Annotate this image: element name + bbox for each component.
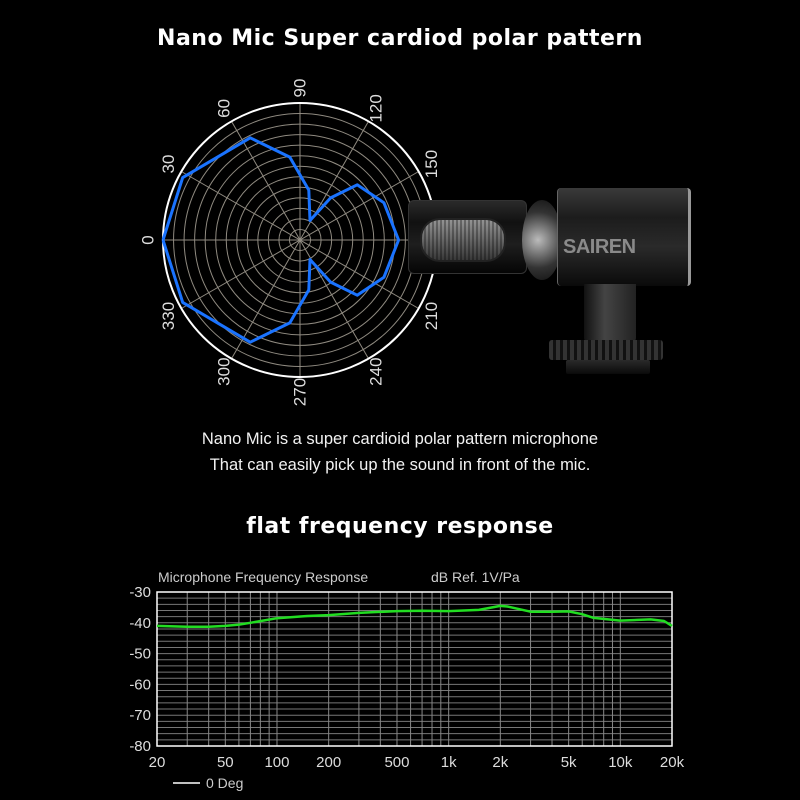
polar-angle-label: 30 bbox=[159, 155, 178, 174]
plot-frame bbox=[156, 591, 673, 747]
chart-title: Microphone Frequency Response bbox=[158, 569, 368, 585]
polar-pattern-chart: 0 30 60 90 120 150 210 240 270 300 330 bbox=[139, 79, 442, 407]
description-line-1: Nano Mic is a super cardioid polar patte… bbox=[201, 430, 599, 448]
page-title: Nano Mic Super cardiod polar pattern bbox=[157, 26, 643, 51]
y-tick-label: -70 bbox=[129, 707, 151, 724]
polar-angle-label: 150 bbox=[422, 150, 441, 178]
y-tick-label: -30 bbox=[129, 584, 151, 601]
section-title: flat frequency response bbox=[246, 514, 554, 539]
polar-angle-label: 0 bbox=[139, 235, 158, 244]
y-axis-label: dB Ref. 1V/Pa bbox=[431, 569, 520, 585]
y-tick-label: -50 bbox=[129, 646, 151, 663]
y-tick-label: -60 bbox=[129, 676, 151, 693]
frequency-response-line bbox=[156, 604, 673, 629]
polar-angle-label: 60 bbox=[215, 99, 234, 118]
polar-pattern-curve bbox=[161, 136, 401, 344]
x-tick-label: 5k bbox=[561, 754, 577, 771]
x-tick-label: 2k bbox=[492, 754, 508, 771]
x-tick-label: 1k bbox=[441, 754, 457, 771]
polar-angle-label: 90 bbox=[291, 79, 310, 98]
legend-label: 0 Deg bbox=[206, 775, 243, 791]
x-tick-label: 100 bbox=[264, 754, 289, 771]
y-tick-label: -80 bbox=[129, 738, 151, 755]
x-tick-label: 500 bbox=[384, 754, 409, 771]
x-tick-label: 20k bbox=[660, 754, 685, 771]
y-tick-label: -40 bbox=[129, 615, 151, 632]
polar-angle-label: 120 bbox=[367, 94, 386, 122]
polar-angle-label: 300 bbox=[215, 357, 234, 385]
polar-angle-label: 210 bbox=[422, 302, 441, 330]
x-tick-label: 20 bbox=[149, 754, 166, 771]
brand-logo: SAIREN bbox=[563, 236, 636, 258]
description-line-2: That can easily pick up the sound in fro… bbox=[209, 456, 591, 474]
x-tick-label: 200 bbox=[316, 754, 341, 771]
x-tick-label: 10k bbox=[608, 754, 633, 771]
polar-angle-label: 270 bbox=[291, 378, 310, 406]
polar-angle-label: 330 bbox=[159, 302, 178, 330]
x-tick-label: 50 bbox=[217, 754, 234, 771]
polar-grid-spoke bbox=[181, 171, 419, 309]
polar-angle-label: 240 bbox=[367, 357, 386, 385]
